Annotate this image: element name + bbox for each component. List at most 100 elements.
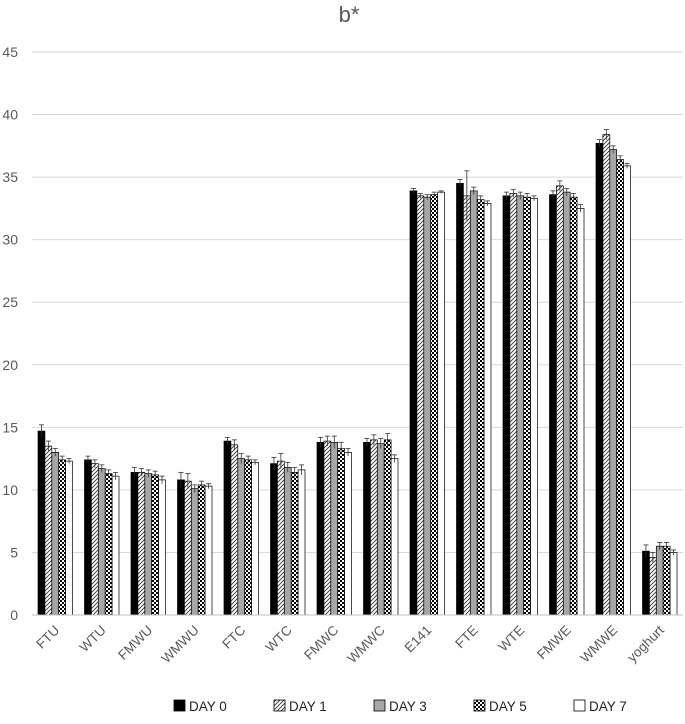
y-tick-label: 5 <box>10 544 18 560</box>
x-category-label: FTU <box>33 623 62 652</box>
bar <box>642 550 650 616</box>
bar <box>51 452 60 616</box>
y-tick-label: 40 <box>2 107 18 123</box>
bar <box>323 440 332 616</box>
bar <box>144 473 153 616</box>
error-bar <box>338 441 344 455</box>
bar <box>609 149 618 616</box>
bar <box>463 195 471 616</box>
bar <box>476 199 485 616</box>
gridlines <box>32 51 683 553</box>
error-bar <box>485 200 491 206</box>
bar <box>277 460 285 616</box>
error-bar <box>245 455 251 464</box>
legend-swatch <box>473 699 486 712</box>
error-bar <box>550 190 556 199</box>
bar <box>409 190 418 616</box>
y-tick-label: 25 <box>2 294 18 310</box>
bar <box>344 452 352 616</box>
bar <box>58 459 66 616</box>
error-bar <box>206 483 212 489</box>
x-category-label: WMWU <box>158 623 201 666</box>
bar <box>44 445 53 616</box>
error-bar <box>52 448 58 457</box>
error-bar <box>278 453 284 469</box>
error-bar <box>431 191 437 198</box>
bar <box>383 439 392 616</box>
error-bar <box>657 542 663 550</box>
bar <box>655 545 664 616</box>
x-category-label: FTC <box>219 622 248 651</box>
error-bar <box>617 155 623 164</box>
x-category-label: WTE <box>496 623 528 655</box>
legend-item: DAY 1 <box>273 699 327 714</box>
bars <box>37 134 678 616</box>
error-bar <box>131 466 137 478</box>
legend-item: DAY 7 <box>573 699 627 714</box>
bar <box>523 196 531 616</box>
error-bar <box>224 436 230 445</box>
x-category-label: FTE <box>452 623 481 652</box>
bar <box>616 159 624 616</box>
bar <box>237 458 246 616</box>
bar <box>509 193 518 616</box>
error-bar <box>378 438 384 449</box>
error-bar <box>159 475 165 484</box>
bar <box>111 475 120 616</box>
error-bar <box>252 459 258 465</box>
error-bar <box>324 435 330 447</box>
legend-label: DAY 1 <box>289 699 327 714</box>
bar <box>649 557 657 616</box>
error-bar <box>438 190 444 194</box>
chart-title: b* <box>339 2 360 27</box>
error-bar <box>464 170 470 221</box>
error-bar <box>424 194 430 200</box>
error-bar <box>564 187 570 196</box>
error-bar <box>271 456 277 470</box>
bar <box>483 203 492 616</box>
error-bars <box>38 129 677 563</box>
y-tick-label: 45 <box>2 44 18 60</box>
y-axis-ticks: 0 5 10 15 20 25 30 35 40 45 <box>2 44 18 623</box>
bar <box>556 185 564 616</box>
error-bar <box>603 129 609 140</box>
error-bar <box>650 552 656 563</box>
error-bar <box>285 461 291 473</box>
error-bar <box>178 471 184 488</box>
y-tick-label: 35 <box>2 169 18 185</box>
bar <box>137 472 146 616</box>
bar <box>370 439 378 616</box>
bar <box>469 190 478 616</box>
error-bar <box>331 435 337 449</box>
error-bar <box>185 473 191 489</box>
bar <box>197 484 206 616</box>
bar <box>430 194 438 616</box>
error-bar <box>364 438 370 447</box>
bar <box>437 191 445 616</box>
bar <box>602 134 611 616</box>
bar <box>244 459 252 616</box>
x-category-label: FMWU <box>115 623 155 663</box>
bar <box>516 195 525 616</box>
error-bar <box>531 195 537 201</box>
error-bar <box>478 195 484 204</box>
error-bar <box>106 469 112 478</box>
error-bar <box>145 469 151 478</box>
error-bar <box>85 455 91 464</box>
bar <box>562 191 571 616</box>
error-bar <box>192 484 198 493</box>
bar <box>84 459 92 616</box>
bar <box>270 463 278 616</box>
bar <box>502 195 511 616</box>
bar <box>416 195 425 616</box>
bar <box>363 441 371 616</box>
error-bar <box>113 471 119 480</box>
y-tick-label: 30 <box>2 232 18 248</box>
error-bar <box>510 189 516 198</box>
bar <box>130 472 139 616</box>
bar <box>330 441 339 616</box>
error-bar <box>596 139 602 148</box>
bar <box>297 469 306 616</box>
legend-item: DAY 5 <box>473 699 527 714</box>
error-bar <box>392 454 398 463</box>
